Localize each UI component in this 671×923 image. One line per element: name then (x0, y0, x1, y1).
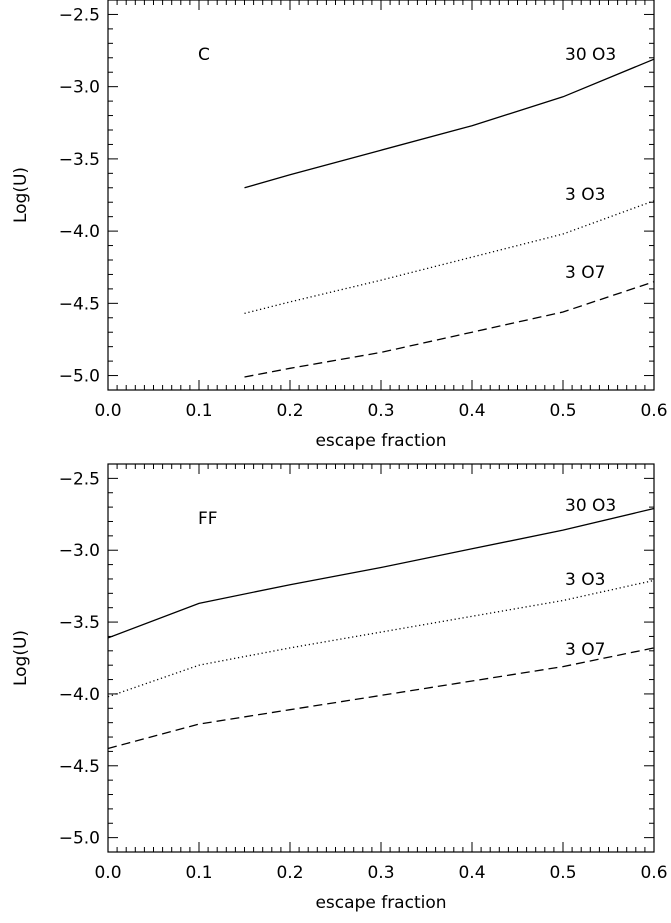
x-tick-label: 0.2 (276, 863, 303, 883)
x-tick-label: 0.6 (640, 401, 667, 421)
y-axis-title: Log(U) (11, 167, 31, 223)
annotation-3-o7: 3 O7 (565, 640, 605, 660)
y-tick-label: −5.0 (59, 367, 100, 387)
series-line-3-o7 (107, 647, 655, 750)
series-line-3-o3 (244, 200, 655, 315)
y-tick-label: −2.5 (59, 5, 100, 25)
x-tick-label: 0.4 (458, 401, 485, 421)
x-tick-label: 0.3 (367, 401, 394, 421)
annotation-c: C (198, 45, 210, 65)
x-tick-label: 0.1 (185, 401, 212, 421)
annotation-3-o3: 3 O3 (565, 570, 605, 590)
y-tick-label: −3.5 (59, 613, 100, 633)
y-tick-label: −4.0 (59, 222, 100, 242)
x-axis-title: escape fraction (315, 431, 446, 451)
x-tick-label: 0.3 (367, 863, 394, 883)
y-tick-label: −4.5 (59, 757, 100, 777)
panel-c: 0.0 0.1 0.2 0.3 0.4 0.5 0.6 −2.5 −3.0 −3.5 −4.0 −4.… (11, 0, 668, 451)
x-tick-label: 0.5 (549, 863, 576, 883)
annotation-30-o3: 30 O3 (565, 496, 616, 516)
series-line-30-o3 (107, 507, 655, 639)
x-axis-title: escape fraction (315, 893, 446, 913)
annotation-3-o7: 3 O7 (565, 263, 605, 283)
y-axis-title: Log(U) (11, 630, 31, 686)
annotation-3-o3: 3 O3 (565, 185, 605, 205)
x-tick-label: 0.0 (94, 863, 121, 883)
y-tick-label: −5.0 (59, 829, 100, 849)
y-tick-label: −4.5 (59, 294, 100, 314)
y-tick-label: −3.0 (59, 541, 100, 561)
x-tick-label: 0.0 (94, 401, 121, 421)
x-tick-label: 0.6 (640, 863, 667, 883)
series-line-30-o3 (244, 58, 655, 189)
x-tick-label: 0.1 (185, 863, 212, 883)
annotation-30-o3: 30 O3 (565, 45, 616, 65)
x-tick-label: 0.2 (276, 401, 303, 421)
series-line-3-o3 (107, 579, 655, 698)
series-line-3-o7 (244, 281, 655, 378)
annotation-ff: FF (198, 509, 218, 529)
y-tick-label: −3.0 (59, 78, 100, 98)
x-tick-label: 0.5 (549, 401, 576, 421)
y-tick-label: −3.5 (59, 150, 100, 170)
panel-ff: 0.0 0.1 0.2 0.3 0.4 0.5 0.6 −2.5 −3.0 −3.5 −4.0 −4.… (11, 463, 668, 913)
x-tick-label: 0.4 (458, 863, 485, 883)
y-tick-label: −2.5 (59, 469, 100, 489)
y-tick-label: −4.0 (59, 685, 100, 705)
